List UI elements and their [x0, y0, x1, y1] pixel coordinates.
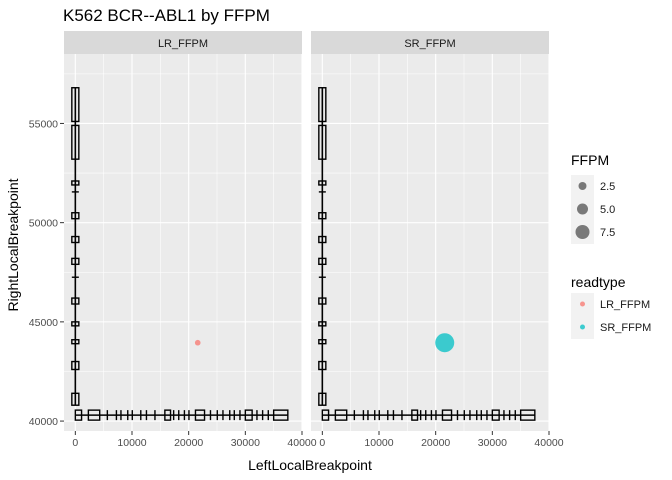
x-tick-label: 30000 [231, 437, 260, 449]
left-gene-exon [491, 409, 500, 421]
gene-structures [318, 87, 536, 421]
x-tick-label: 40000 [287, 437, 316, 449]
legend-size-label: 7.5 [600, 227, 615, 239]
legend-size-key [578, 182, 587, 190]
x-tick-label: 20000 [174, 437, 203, 449]
right-gene-exon [71, 235, 80, 244]
right-gene-exon [71, 87, 80, 123]
right-gene-exon [71, 321, 80, 327]
x-tick-label: 10000 [117, 437, 146, 449]
legend-color-key [580, 301, 585, 307]
right-gene-exon [318, 360, 327, 371]
right-gene-exon [318, 392, 327, 406]
x-tick-label: 10000 [364, 437, 393, 449]
right-gene-exon [318, 235, 327, 244]
x-tick-label: 0 [319, 437, 325, 449]
left-gene-exon [164, 409, 172, 421]
left-gene-exon [244, 409, 253, 421]
right-gene-exon [71, 297, 80, 305]
left-gene-exon [321, 409, 330, 421]
facet-strip-label: SR_FFPM [404, 38, 455, 50]
y-axis: 40000 45000 50000 55000 [29, 118, 64, 428]
right-gene-exon [318, 339, 327, 345]
left-gene-exon [334, 409, 348, 421]
legend-size-key [575, 225, 590, 239]
right-gene-exon [318, 321, 327, 327]
legend-color-key [580, 324, 585, 330]
facet-strip [311, 31, 549, 54]
right-gene-exon [71, 339, 80, 345]
left-gene-exon [272, 409, 289, 421]
y-tick-label: 45000 [29, 317, 58, 329]
x-axis-title: LeftLocalBreakpoint [248, 457, 372, 473]
panel-background [64, 54, 302, 431]
legend-color-label: SR_FFPM [600, 322, 651, 334]
data-point-sr-ffpm [435, 333, 455, 353]
right-gene-exon [318, 87, 327, 123]
right-gene-exon [318, 257, 327, 266]
chart-title: K562 BCR--ABL1 by FFPM [63, 6, 270, 25]
right-gene-exon [318, 124, 327, 160]
facet-strip [64, 31, 302, 54]
legend-size-label: 5.0 [600, 204, 615, 216]
y-tick-label: 40000 [29, 416, 58, 428]
legend: FFPM 2.5 5.0 7.5 readtype LR_FFPM SR_FFPM [571, 152, 651, 339]
facet-panels: LR_FFPM SR_FFPM [64, 31, 550, 431]
legend-color-label: LR_FFPM [600, 299, 650, 311]
x-tick-label: 30000 [478, 437, 507, 449]
right-gene-exon [71, 180, 80, 186]
y-tick-label: 55000 [29, 118, 58, 130]
x-tick-label: 20000 [421, 437, 450, 449]
y-axis-title: RightLocalBreakpoint [5, 178, 21, 311]
legend-size-label: 2.5 [600, 181, 615, 193]
legend-color-keys: LR_FFPM SR_FFPM [571, 293, 651, 339]
right-gene-exon [71, 212, 80, 220]
right-gene-exon [71, 257, 80, 266]
facet-panel-sr-ffpm: SR_FFPM [311, 31, 550, 431]
left-gene-exon [519, 409, 536, 421]
gene-structures [71, 87, 289, 421]
x-tick-label: 0 [72, 437, 78, 449]
right-gene-exon [71, 124, 80, 160]
right-gene-exon [71, 392, 80, 406]
right-gene-exon [318, 297, 327, 305]
left-gene-exon [87, 409, 101, 421]
left-gene-exon [441, 409, 453, 421]
left-gene-exon [194, 409, 206, 421]
legend-size-key [577, 203, 588, 215]
right-gene-exon [318, 180, 327, 186]
right-gene-exon [71, 360, 80, 371]
y-tick-label: 50000 [29, 218, 58, 230]
left-gene-exon [74, 409, 83, 421]
legend-size-title: FFPM [571, 152, 609, 168]
legend-color-title: readtype [571, 274, 626, 290]
x-axis: 0 10000 20000 30000 40000 0 10000 20000 30000 400… [72, 431, 564, 449]
facet-strip-label: LR_FFPM [158, 38, 208, 50]
right-gene-exon [318, 212, 327, 220]
legend-size-keys: 2.5 5.0 7.5 [571, 175, 615, 244]
left-gene-exon [411, 409, 419, 421]
data-point-lr-ffpm [194, 339, 201, 346]
panel-background [311, 54, 549, 431]
x-tick-label: 40000 [534, 437, 563, 449]
facet-panel-lr-ffpm: LR_FFPM [64, 31, 303, 431]
